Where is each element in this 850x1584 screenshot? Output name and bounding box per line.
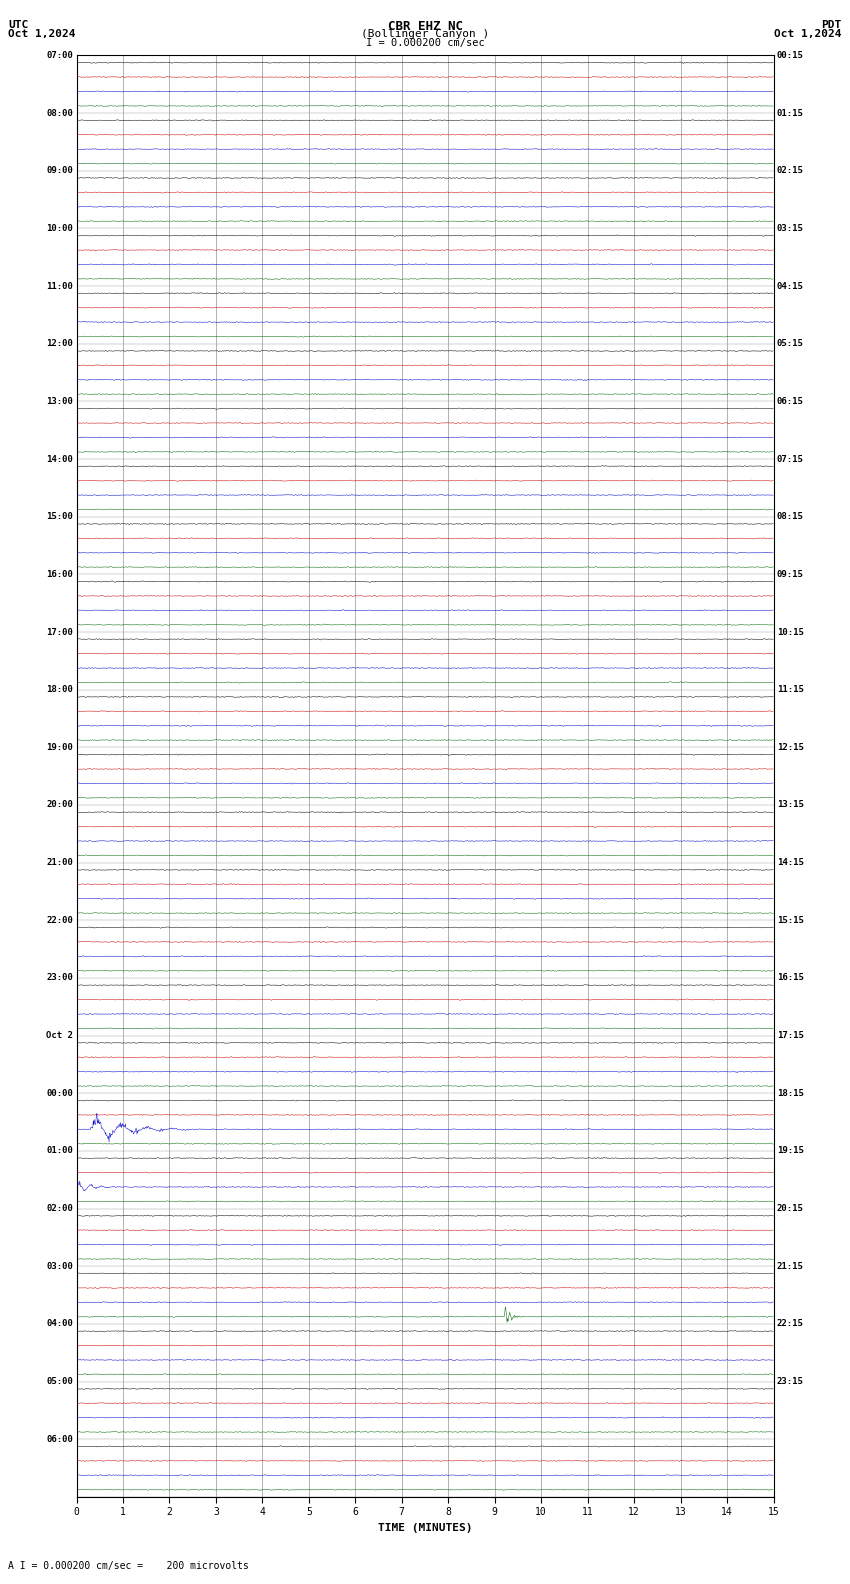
Text: 10:15: 10:15: [777, 627, 804, 637]
Text: A I = 0.000200 cm/sec =    200 microvolts: A I = 0.000200 cm/sec = 200 microvolts: [8, 1562, 249, 1571]
Text: 17:00: 17:00: [46, 627, 73, 637]
Text: 21:15: 21:15: [777, 1262, 804, 1270]
Text: 16:00: 16:00: [46, 570, 73, 578]
Text: 22:00: 22:00: [46, 916, 73, 925]
Text: Oct 1,2024: Oct 1,2024: [8, 29, 76, 38]
Text: 15:15: 15:15: [777, 916, 804, 925]
X-axis label: TIME (MINUTES): TIME (MINUTES): [377, 1522, 473, 1533]
Text: 20:15: 20:15: [777, 1204, 804, 1213]
Text: 14:00: 14:00: [46, 455, 73, 464]
Text: 00:15: 00:15: [777, 51, 804, 60]
Text: 01:00: 01:00: [46, 1147, 73, 1155]
Text: 04:15: 04:15: [777, 282, 804, 290]
Text: 19:15: 19:15: [777, 1147, 804, 1155]
Text: 07:00: 07:00: [46, 51, 73, 60]
Text: 01:15: 01:15: [777, 109, 804, 117]
Text: 13:15: 13:15: [777, 800, 804, 809]
Text: 08:15: 08:15: [777, 512, 804, 521]
Text: I = 0.000200 cm/sec: I = 0.000200 cm/sec: [366, 38, 484, 48]
Text: 03:00: 03:00: [46, 1262, 73, 1270]
Text: 17:15: 17:15: [777, 1031, 804, 1041]
Text: PDT: PDT: [821, 19, 842, 30]
Text: 08:00: 08:00: [46, 109, 73, 117]
Text: 23:00: 23:00: [46, 974, 73, 982]
Text: 15:00: 15:00: [46, 512, 73, 521]
Text: 00:00: 00:00: [46, 1088, 73, 1098]
Text: 05:15: 05:15: [777, 339, 804, 348]
Text: 20:00: 20:00: [46, 800, 73, 809]
Text: 18:15: 18:15: [777, 1088, 804, 1098]
Text: 10:00: 10:00: [46, 223, 73, 233]
Text: 09:00: 09:00: [46, 166, 73, 176]
Text: 05:00: 05:00: [46, 1376, 73, 1386]
Text: 11:15: 11:15: [777, 686, 804, 694]
Text: 06:15: 06:15: [777, 398, 804, 406]
Text: 19:00: 19:00: [46, 743, 73, 752]
Text: 18:00: 18:00: [46, 686, 73, 694]
Text: (Bollinger Canyon ): (Bollinger Canyon ): [361, 29, 489, 38]
Text: 13:00: 13:00: [46, 398, 73, 406]
Text: CBR EHZ NC: CBR EHZ NC: [388, 19, 462, 33]
Text: 06:00: 06:00: [46, 1435, 73, 1443]
Text: 11:00: 11:00: [46, 282, 73, 290]
Text: UTC: UTC: [8, 19, 29, 30]
Text: Oct 2: Oct 2: [46, 1031, 73, 1041]
Text: 07:15: 07:15: [777, 455, 804, 464]
Text: 14:15: 14:15: [777, 859, 804, 866]
Text: 23:15: 23:15: [777, 1376, 804, 1386]
Text: 03:15: 03:15: [777, 223, 804, 233]
Text: 04:00: 04:00: [46, 1319, 73, 1329]
Text: 12:15: 12:15: [777, 743, 804, 752]
Text: 09:15: 09:15: [777, 570, 804, 578]
Text: 02:00: 02:00: [46, 1204, 73, 1213]
Text: Oct 1,2024: Oct 1,2024: [774, 29, 842, 38]
Text: 22:15: 22:15: [777, 1319, 804, 1329]
Text: 12:00: 12:00: [46, 339, 73, 348]
Text: 02:15: 02:15: [777, 166, 804, 176]
Text: 21:00: 21:00: [46, 859, 73, 866]
Text: 16:15: 16:15: [777, 974, 804, 982]
